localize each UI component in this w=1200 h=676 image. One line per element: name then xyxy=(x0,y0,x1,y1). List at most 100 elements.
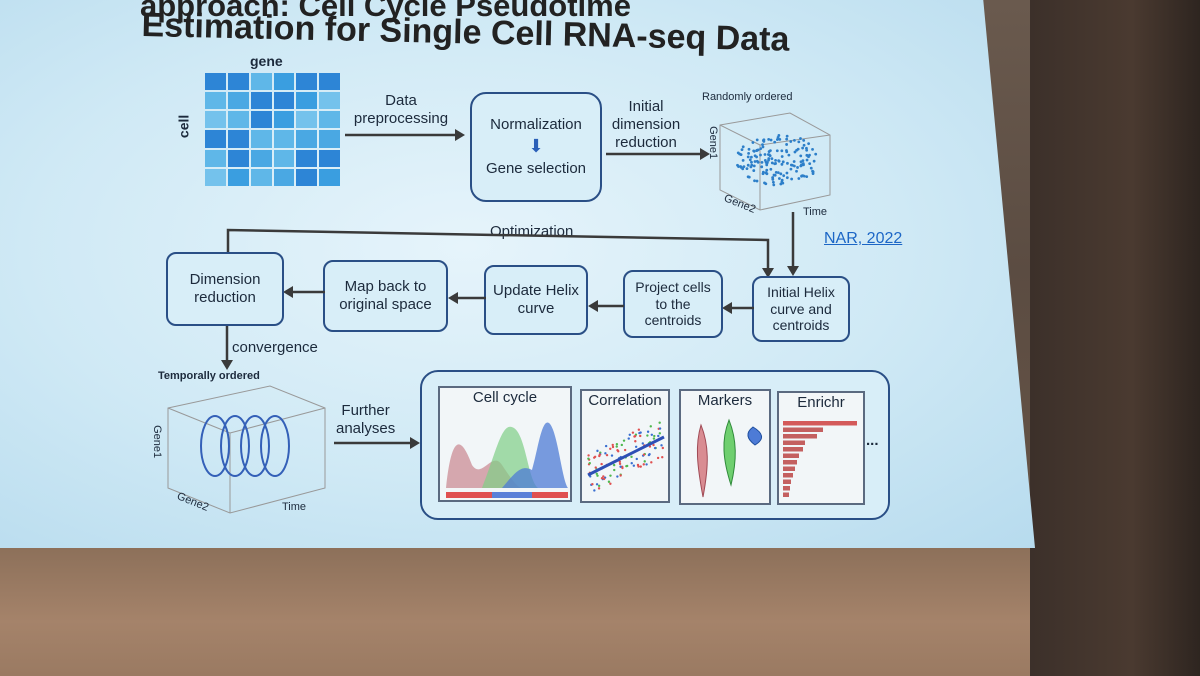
enrichr-bar xyxy=(783,440,805,445)
correlation-point xyxy=(594,466,597,469)
random-cell-point xyxy=(789,167,793,171)
correlation-point xyxy=(618,460,622,463)
correlation-point xyxy=(587,457,590,460)
random-cell-point xyxy=(748,158,752,162)
random-cell-point xyxy=(801,146,805,150)
matrix-cell xyxy=(296,149,318,167)
random-cell-point xyxy=(780,178,784,182)
correlation-point xyxy=(609,474,612,477)
random-cell-point xyxy=(752,169,756,172)
matrix-cell xyxy=(250,130,272,148)
random-cell-point xyxy=(776,171,780,175)
normalization-text: Normalization xyxy=(490,116,582,134)
correlation-point xyxy=(598,453,602,456)
random-cell-point xyxy=(753,160,757,163)
correlation-point xyxy=(658,427,662,430)
correlation-point xyxy=(631,431,635,434)
random-cell-point xyxy=(752,164,756,168)
correlation-point xyxy=(611,443,614,447)
random-cell-point xyxy=(809,166,813,170)
arrow-to-map-back xyxy=(448,292,486,304)
correlation-point xyxy=(652,437,656,440)
random-cell-point xyxy=(777,159,781,163)
random-cell-point xyxy=(805,175,809,179)
random-cell-point xyxy=(780,155,784,158)
random-cell-point xyxy=(802,143,806,147)
random-cell-point xyxy=(785,143,789,146)
random-cell-point xyxy=(780,162,784,166)
correlation-point xyxy=(616,475,619,478)
correlation-point xyxy=(642,453,646,456)
random-cell-point xyxy=(755,155,759,159)
random-cell-point xyxy=(767,138,771,141)
random-cell-point xyxy=(755,159,759,163)
random-cell-point xyxy=(805,148,809,152)
random-cell-point xyxy=(750,160,753,164)
matrix-cell xyxy=(227,130,249,148)
matrix-cell xyxy=(227,149,249,167)
matrix-cell xyxy=(319,149,340,167)
random-cell-point xyxy=(805,158,809,162)
correlation-point xyxy=(658,432,662,435)
normalization-box: Normalization ⬇ Gene selection xyxy=(470,92,602,202)
matrix-cell xyxy=(296,92,318,110)
correlation-point xyxy=(618,462,622,466)
matrix-cell xyxy=(296,130,318,148)
optimization-loop xyxy=(226,228,774,278)
correlation-point xyxy=(609,482,612,485)
matrix-cell xyxy=(273,73,295,91)
random-cell-point xyxy=(778,137,782,141)
correlation-point xyxy=(623,448,627,452)
correlation-point xyxy=(632,464,636,467)
enrichr-bar xyxy=(783,421,857,426)
matrix-cell xyxy=(273,111,295,129)
correlation-point xyxy=(595,472,598,475)
random-cell-point xyxy=(775,138,779,141)
matrix-cell xyxy=(319,92,340,110)
enrichr-bar xyxy=(783,466,795,471)
temporal-axis-gene1: Gene1 xyxy=(151,425,164,459)
matrix-cell xyxy=(227,168,249,186)
matrix-cell xyxy=(273,149,295,167)
correlation-point xyxy=(600,476,604,480)
correlation-point xyxy=(630,455,633,459)
panel-title-cell-cycle: Cell cycle xyxy=(472,389,538,406)
matrix-cell xyxy=(319,111,340,129)
correlation-point xyxy=(661,446,665,450)
random-cell-point xyxy=(765,163,769,167)
correlation-point xyxy=(622,439,626,442)
further-analyses-label: Further analyses xyxy=(336,402,396,437)
correlation-point xyxy=(593,489,596,492)
correlation-point xyxy=(600,462,603,466)
convergence-label: convergence xyxy=(232,339,318,356)
enrichr-bar xyxy=(783,479,791,484)
random-cell-point xyxy=(775,149,779,153)
random-cell-point xyxy=(771,180,775,184)
enrichr-bar xyxy=(783,447,803,452)
random-cell-point xyxy=(799,160,803,164)
random-cell-point xyxy=(793,138,796,142)
correlation-point xyxy=(633,435,637,438)
random-cell-point xyxy=(742,165,746,169)
arrow-convergence xyxy=(221,326,233,370)
random-cell-point xyxy=(763,159,767,162)
arrow-to-update xyxy=(588,300,624,312)
panel-correlation: Correlation xyxy=(580,389,670,503)
wall xyxy=(0,540,1200,676)
random-cell-point xyxy=(792,164,796,168)
random-cell-point xyxy=(800,174,804,178)
random-cell-point xyxy=(753,179,756,183)
random-cell-point xyxy=(812,159,816,163)
random-cell-point xyxy=(764,171,768,175)
dimension-reduction-box: Dimension reduction xyxy=(166,252,284,326)
correlation-point xyxy=(611,445,615,449)
correlation-point xyxy=(639,431,642,434)
correlation-point xyxy=(591,483,594,486)
gene-label: gene xyxy=(250,53,283,69)
random-cell-point xyxy=(797,177,801,180)
random-cell-point xyxy=(745,167,749,171)
matrix-cell xyxy=(227,92,249,110)
reference-link[interactable]: NAR, 2022 xyxy=(824,230,903,247)
random-cell-point xyxy=(752,149,756,153)
random-cell-point xyxy=(751,141,755,144)
